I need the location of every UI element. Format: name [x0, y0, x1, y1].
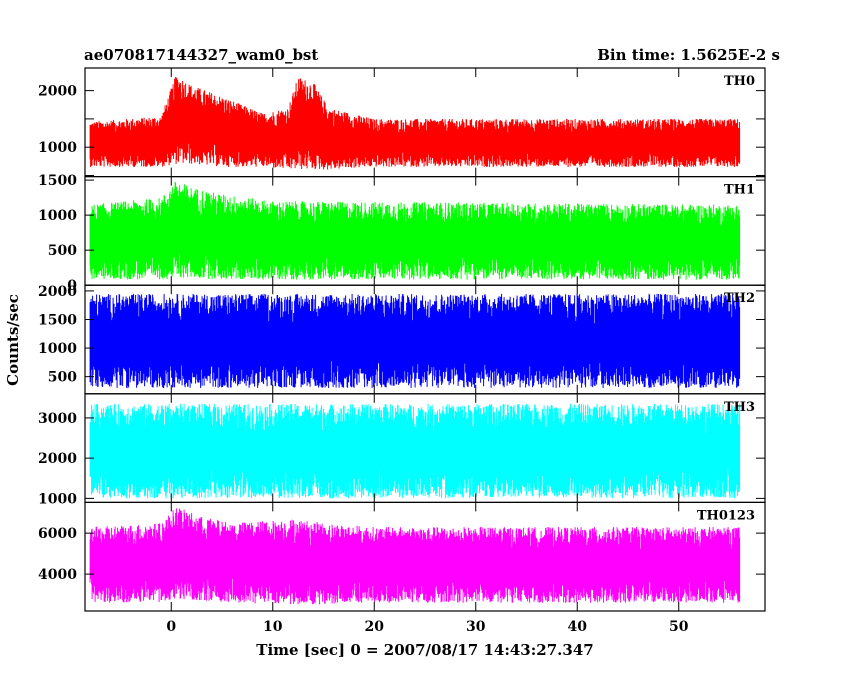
x-tick-label: 0: [166, 619, 176, 635]
y-tick-label: 1000: [38, 341, 77, 357]
panel-label: TH0123: [697, 508, 755, 523]
panel-label: TH2: [724, 291, 755, 306]
x-tick-label: 10: [263, 619, 283, 635]
panel-th1: 0 500 1000 1500 TH1: [38, 173, 766, 294]
y-tick-label: 0: [67, 278, 77, 294]
panel-th3: 1000 2000 3000 TH3: [38, 393, 766, 507]
panel-th0123: 4000 6000 TH0123: [38, 501, 766, 612]
y-tick-label: 3000: [38, 411, 77, 427]
panel-label: TH3: [724, 400, 755, 415]
y-axis-label: Counts/sec: [4, 294, 22, 386]
panel-th2: 500 1000 1500 2000 TH2: [38, 284, 766, 395]
panel-frame: [84, 501, 766, 612]
y-tick-label: 500: [48, 243, 77, 259]
y-tick-label: 1000: [38, 140, 77, 156]
panel-label: TH1: [724, 183, 755, 198]
panels: 10002000TH0050010001500TH150010001500200…: [38, 67, 766, 635]
y-tick-label: 2000: [38, 84, 77, 100]
series-th1: [89, 182, 741, 280]
x-tick-label: 40: [567, 619, 587, 635]
series-th2: [89, 293, 741, 389]
y-tick-label: 1500: [38, 173, 77, 189]
y-tick-label: 1000: [38, 208, 77, 224]
chart-subtitle: Bin time: 1.5625E-2 s: [597, 46, 780, 64]
series-th3: [89, 403, 741, 499]
y-tick-label: 6000: [38, 526, 77, 542]
y-tick-label: 2000: [38, 451, 77, 467]
x-axis-label: Time [sec] 0 = 2007/08/17 14:43:27.347: [256, 641, 593, 659]
y-tick-label: 500: [48, 370, 77, 386]
y-tick-label: 1000: [38, 491, 77, 507]
panel-th0: 1000 2000 TH0: [38, 67, 766, 178]
panel-label: TH0: [724, 74, 755, 89]
y-tick-label: 1500: [38, 312, 77, 328]
series-th0: [89, 77, 741, 170]
y-tick-label: 2000: [38, 284, 77, 300]
x-tick-label: 20: [365, 619, 385, 635]
chart-title: ae070817144327_wam0_bst: [84, 46, 318, 64]
x-tick-label: 50: [669, 619, 689, 635]
series-th0123: [89, 508, 741, 605]
x-tick-label: 30: [466, 619, 486, 635]
y-tick-label: 4000: [38, 567, 77, 583]
